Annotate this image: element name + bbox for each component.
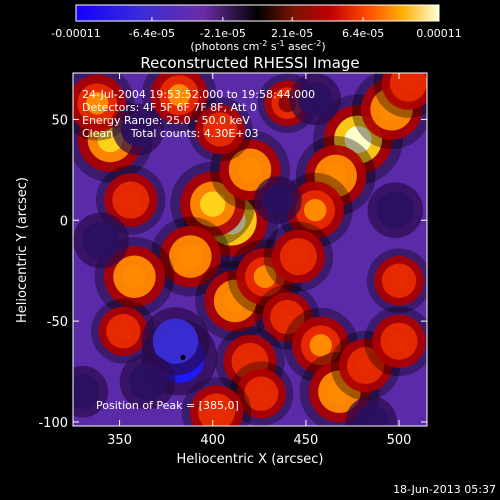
heatmap-blob: [91, 298, 156, 364]
heatmap-blob: [112, 103, 165, 156]
heatmap-blob: [345, 396, 397, 426]
chart-title: Reconstructed RHESSI Image: [140, 54, 359, 72]
x-axis-label: Heliocentric X (arcsec): [177, 452, 324, 467]
annotation-time-range: 24-Jul-2004 19:53:52.000 to 19:58:44.000: [82, 88, 315, 101]
heatmap-blob: [95, 165, 166, 235]
colorbar-tick-label: -0.00011: [51, 27, 100, 40]
annotations: 24-Jul-2004 19:53:52.000 to 19:58:44.000…: [82, 88, 315, 412]
heatmap-blob: [228, 361, 294, 426]
image-area: [73, 73, 427, 426]
footer-timestamp: 18-Jun-2013 05:37: [393, 483, 496, 496]
heatmap-blob: [150, 216, 231, 297]
colorbar-gradient: [75, 4, 440, 22]
annotation-detectors: Detectors: 4F 5F 6F 7F 8F, Att 0: [82, 101, 257, 114]
image-marker: [180, 354, 186, 360]
heatmap-blob: [119, 353, 176, 410]
colorbar-tick-label: 2.1e-05: [271, 27, 313, 40]
axis-ticks: 350 400 450 500 -100 -50 0 50: [38, 73, 427, 448]
colorbar-tick-label: 6.4e-05: [342, 27, 384, 40]
heatmap-blob: [366, 248, 427, 314]
heatmap-blob: [289, 73, 342, 126]
x-tick-label: 450: [293, 433, 318, 448]
heatmap-blobs: [73, 73, 427, 426]
heatmap-blob: [367, 182, 424, 239]
colorbar-tick-label: -2.1e-05: [200, 27, 246, 40]
heatmap-blob: [263, 221, 334, 292]
y-tick-label: -100: [38, 416, 68, 431]
heatmap-blob: [73, 212, 129, 269]
annotation-energy-range: Energy Range: 25.0 - 50.0 keV: [82, 114, 250, 127]
heatmap-blob: [254, 176, 302, 224]
y-tick-label: 50: [51, 113, 68, 128]
colorbar-ticks: -0.00011 -6.4e-05 -2.1e-05 2.1e-05 6.4e-05 0.…: [51, 17, 462, 40]
y-tick-label: -50: [47, 315, 68, 330]
peak-position-label: Position of Peak = [385,0]: [96, 399, 239, 412]
colorbar-units-label: (photons cm-2 s-1 asec-2): [190, 39, 325, 53]
heatmap-blob: [73, 365, 109, 418]
plot-frame: [72, 72, 428, 427]
colorbar: -0.00011 -6.4e-05 -2.1e-05 2.1e-05 6.4e-05 0.…: [51, 4, 462, 53]
colorbar-tick-label: -6.4e-05: [129, 27, 175, 40]
y-axis-label: Heliocentric Y (arcsec): [15, 177, 30, 323]
annotation-clean-counts: Clean Total counts: 4.30E+03: [82, 127, 259, 140]
heatmap-blob: [364, 306, 427, 377]
x-tick-label: 350: [107, 433, 132, 448]
x-tick-label: 500: [387, 433, 412, 448]
colorbar-tick-label: 0.00011: [416, 27, 462, 40]
heatmap-blob: [373, 73, 427, 118]
y-tick-label: 0: [60, 214, 68, 229]
x-tick-label: 400: [200, 433, 225, 448]
heatmap-blob: [187, 97, 253, 162]
